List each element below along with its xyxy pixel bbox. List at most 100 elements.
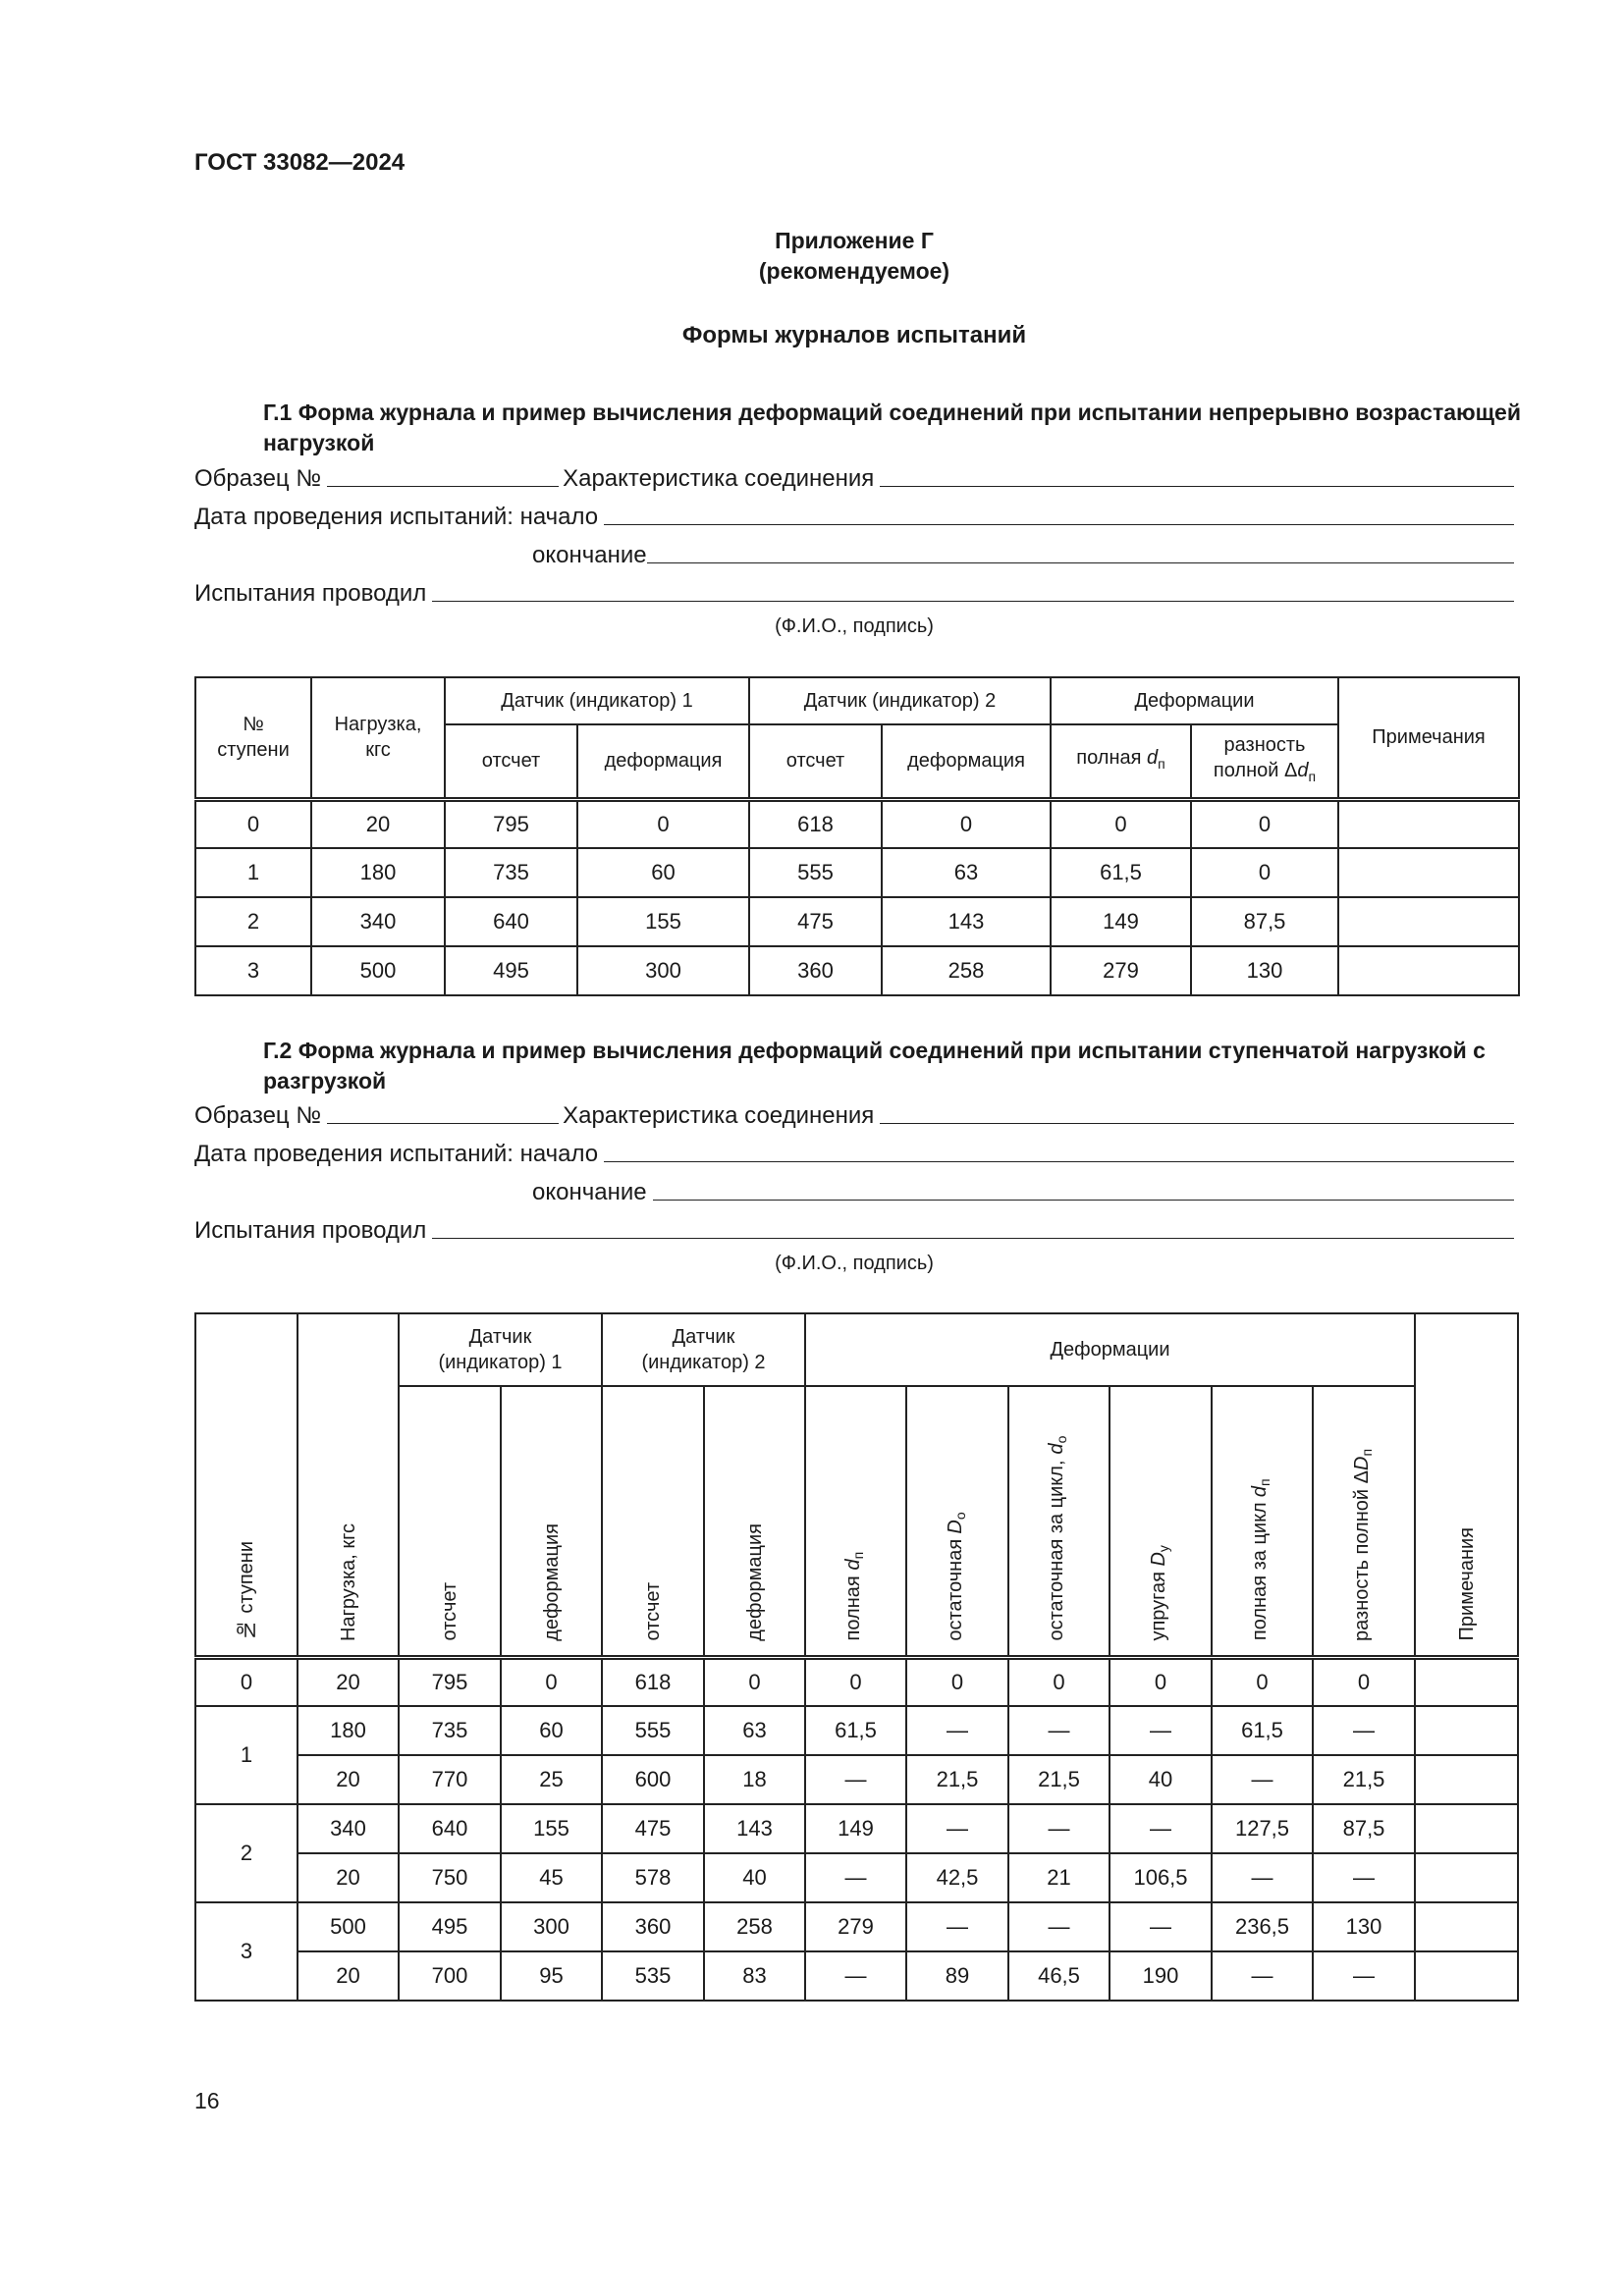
sample-label: Образец № — [194, 1102, 322, 1129]
date-end-field[interactable] — [646, 561, 1514, 563]
table-row: 2 340 640 155 475 143 149 87,5 — [194, 896, 1521, 947]
header-deformation: деформация — [881, 723, 1052, 800]
table-cell: 20 — [297, 1654, 400, 1707]
table-cell: 750 — [398, 1852, 502, 1903]
table-cell: 0 — [1109, 1654, 1213, 1707]
table-cell: 63 — [703, 1705, 806, 1756]
table-cell: 20 — [310, 796, 446, 849]
header-subcolumn-label: деформация — [540, 1522, 563, 1641]
date-end-label: окончание — [532, 1179, 647, 1205]
table-row: 0 20 795 0 618 0 0 0 0 0 0 0 — [194, 1654, 1520, 1707]
table-cell: 40 — [1109, 1754, 1213, 1805]
table-cell: 340 — [297, 1803, 400, 1854]
signature-caption: (Ф.И.О., подпись) — [775, 615, 934, 637]
table-cell: — — [1311, 1705, 1417, 1756]
table-cell: 0 — [576, 796, 750, 849]
header-subcolumn: отсчет — [601, 1385, 705, 1658]
step-cell: 3 — [194, 1901, 298, 2002]
header-deformations: Деформации — [1049, 676, 1340, 725]
date-start-field[interactable] — [604, 1160, 1514, 1162]
header-deformations: Деформации — [803, 1312, 1417, 1387]
date-start-field[interactable] — [604, 523, 1514, 525]
table-cell: 61,5 — [1050, 847, 1192, 898]
sample-field[interactable] — [327, 1122, 560, 1124]
notes-cell[interactable] — [1414, 1654, 1520, 1707]
header-subcolumn: деформация — [703, 1385, 806, 1658]
table-cell: — — [1311, 1852, 1417, 1903]
connection-label: Характеристика соединения — [563, 465, 875, 492]
signature-caption: (Ф.И.О., подпись) — [775, 1253, 934, 1274]
notes-cell[interactable] — [1414, 1705, 1520, 1756]
table-cell: 61,5 — [804, 1705, 907, 1756]
table-cell: — — [804, 1852, 907, 1903]
table-cell: 795 — [444, 796, 578, 849]
table-cell: 360 — [748, 945, 883, 996]
table-cell: 40 — [703, 1852, 806, 1903]
table-cell: 45 — [500, 1852, 603, 1903]
table-cell: 180 — [297, 1705, 400, 1756]
table-cell: 130 — [1189, 945, 1340, 996]
header-subcolumn: полная dп — [804, 1385, 907, 1658]
table-row: 1 180 735 60 555 63 61,5— — —61,5— — [194, 1705, 1520, 1805]
notes-cell[interactable] — [1414, 1754, 1520, 1805]
table-cell: 83 — [703, 1950, 806, 2002]
sample-field[interactable] — [327, 485, 560, 487]
header-load-label: Нагрузка, кгс — [337, 1522, 359, 1641]
tester-field[interactable] — [432, 1237, 1514, 1239]
appendix-subtitle: (рекомендуемое) — [758, 258, 950, 284]
header-subcolumn-label: полная dп — [842, 1552, 866, 1641]
table-cell: 735 — [398, 1705, 502, 1756]
table-cell: 21,5 — [1007, 1754, 1110, 1805]
table-continuous-load: № ступени Нагрузка, кгс Датчик (индикато… — [194, 676, 1521, 996]
table-cell: 555 — [601, 1705, 705, 1756]
table-cell: 0 — [703, 1654, 806, 1707]
table-cell: 130 — [1311, 1901, 1417, 1952]
notes-cell[interactable] — [1414, 1901, 1520, 1952]
table-cell: — — [1211, 1950, 1314, 2002]
table-cell: 475 — [601, 1803, 705, 1854]
tester-field[interactable] — [432, 600, 1514, 602]
table-cell: — — [1109, 1705, 1213, 1756]
table-cell: 20 — [297, 1950, 400, 2002]
header-subcolumn-label: отсчет — [439, 1582, 460, 1641]
notes-cell[interactable] — [1414, 1950, 1520, 2002]
table-cell: 21,5 — [905, 1754, 1009, 1805]
table-cell: 360 — [601, 1901, 705, 1952]
notes-cell[interactable] — [1337, 945, 1521, 996]
section1-sample-line: Образец № Характеристика соединения — [194, 465, 1518, 493]
table-cell: 63 — [881, 847, 1052, 898]
appendix-heading: Формы журналов испытаний — [681, 322, 1027, 348]
header-step: № ступени — [194, 1312, 298, 1658]
notes-cell[interactable] — [1337, 847, 1521, 898]
table-cell: 0 — [1211, 1654, 1314, 1707]
table-cell: 89 — [905, 1950, 1009, 2002]
table-cell: 735 — [444, 847, 578, 898]
tester-label: Испытания проводил — [194, 1217, 427, 1244]
section1-title: Г.1 Форма журнала и пример вычисления де… — [263, 400, 1521, 455]
table-cell: 95 — [500, 1950, 603, 2002]
table-cell: 0 — [1189, 847, 1340, 898]
header-step-label: № ступени — [236, 1541, 257, 1641]
header-subcolumn-label: отсчет — [642, 1582, 664, 1641]
connection-field[interactable] — [880, 1122, 1514, 1124]
connection-field[interactable] — [880, 485, 1514, 487]
notes-cell[interactable] — [1337, 796, 1521, 849]
notes-cell[interactable] — [1414, 1803, 1520, 1854]
table-cell: 0 — [1007, 1654, 1110, 1707]
header-reading: отсчет — [748, 723, 883, 800]
header-sensor1: Датчик (индикатор) 1 — [444, 676, 750, 725]
table-cell: 46,5 — [1007, 1950, 1110, 2002]
table-cell: — — [1109, 1803, 1213, 1854]
notes-cell[interactable] — [1414, 1852, 1520, 1903]
date-end-field[interactable] — [652, 1199, 1514, 1201]
table-cell: 279 — [804, 1901, 907, 1952]
section2-sample-line: Образец № Характеристика соединения — [194, 1102, 1518, 1130]
sample-label: Образец № — [194, 465, 322, 492]
table-cell: 258 — [881, 945, 1052, 996]
notes-cell[interactable] — [1337, 896, 1521, 947]
header-subcolumn: деформация — [500, 1385, 603, 1658]
table-cell: 149 — [804, 1803, 907, 1854]
table-cell: 1 — [194, 847, 312, 898]
tester-label: Испытания проводил — [194, 580, 427, 607]
date-end-label: окончание — [532, 542, 647, 568]
